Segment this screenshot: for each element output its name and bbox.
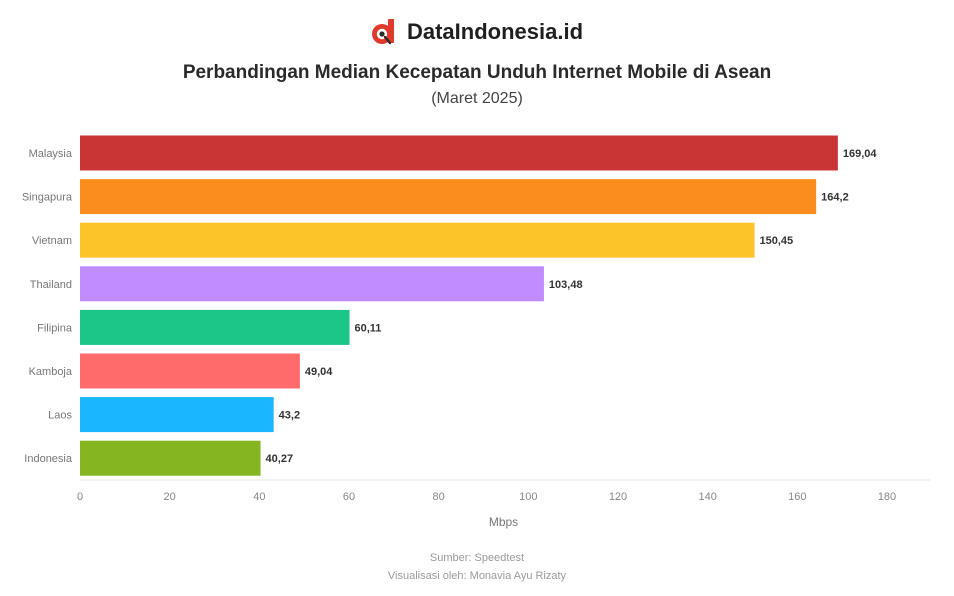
bar-chart: Malaysia 169,04 Singapura 164,2 Vietnam 150,4… xyxy=(22,135,930,529)
category-label: Thailand xyxy=(30,279,72,291)
chart-title: Perbandingan Median Kecepatan Unduh Inte… xyxy=(182,62,772,83)
x-tick-label: 120 xyxy=(609,491,627,503)
data-label: 43,2 xyxy=(279,410,300,422)
data-label: 169,04 xyxy=(843,148,878,160)
bar-laos xyxy=(80,397,274,433)
bar-thailand xyxy=(80,266,544,302)
x-tick-label: 0 xyxy=(77,491,83,503)
data-label: 103,48 xyxy=(549,279,583,291)
source-note: Sumber: Speedtest xyxy=(429,552,525,564)
category-label: Malaysia xyxy=(29,148,73,160)
bar-kamboja xyxy=(80,353,300,389)
x-tick-label: 40 xyxy=(253,491,265,503)
x-axis-label: Mbps xyxy=(489,515,518,529)
data-label: 40,27 xyxy=(266,453,294,465)
credit-note: Visualisasi oleh: Monavia Ayu Rizaty xyxy=(387,570,567,582)
x-tick-label: 80 xyxy=(433,491,445,503)
category-label: Singapura xyxy=(22,192,73,204)
x-tick-label: 140 xyxy=(698,491,716,503)
data-label: 164,2 xyxy=(821,192,849,204)
bar-vietnam xyxy=(80,222,755,258)
chart-subtitle: (Maret 2025) xyxy=(431,90,523,107)
category-label: Vietnam xyxy=(32,235,72,247)
data-label: 150,45 xyxy=(760,235,794,247)
x-tick-label: 100 xyxy=(519,491,537,503)
x-tick-label: 180 xyxy=(878,491,896,503)
category-label: Kamboja xyxy=(29,366,73,378)
data-label: 49,04 xyxy=(305,366,333,378)
data-label: 60,11 xyxy=(354,322,381,334)
dataindonesia-logo-icon xyxy=(371,19,394,45)
x-tick-label: 60 xyxy=(343,491,355,503)
bar-singapura xyxy=(80,179,817,215)
category-label: Filipina xyxy=(37,322,73,334)
category-label: Laos xyxy=(48,410,72,422)
brand-name: DataIndonesia.id xyxy=(406,19,584,44)
category-label: Indonesia xyxy=(24,453,73,465)
x-tick-label: 20 xyxy=(164,491,176,503)
bar-filipina xyxy=(80,309,350,345)
bar-malaysia xyxy=(80,135,838,171)
x-tick-label: 160 xyxy=(788,491,806,503)
brand-header: DataIndonesia.id xyxy=(0,18,954,46)
bar-indonesia xyxy=(80,440,261,476)
